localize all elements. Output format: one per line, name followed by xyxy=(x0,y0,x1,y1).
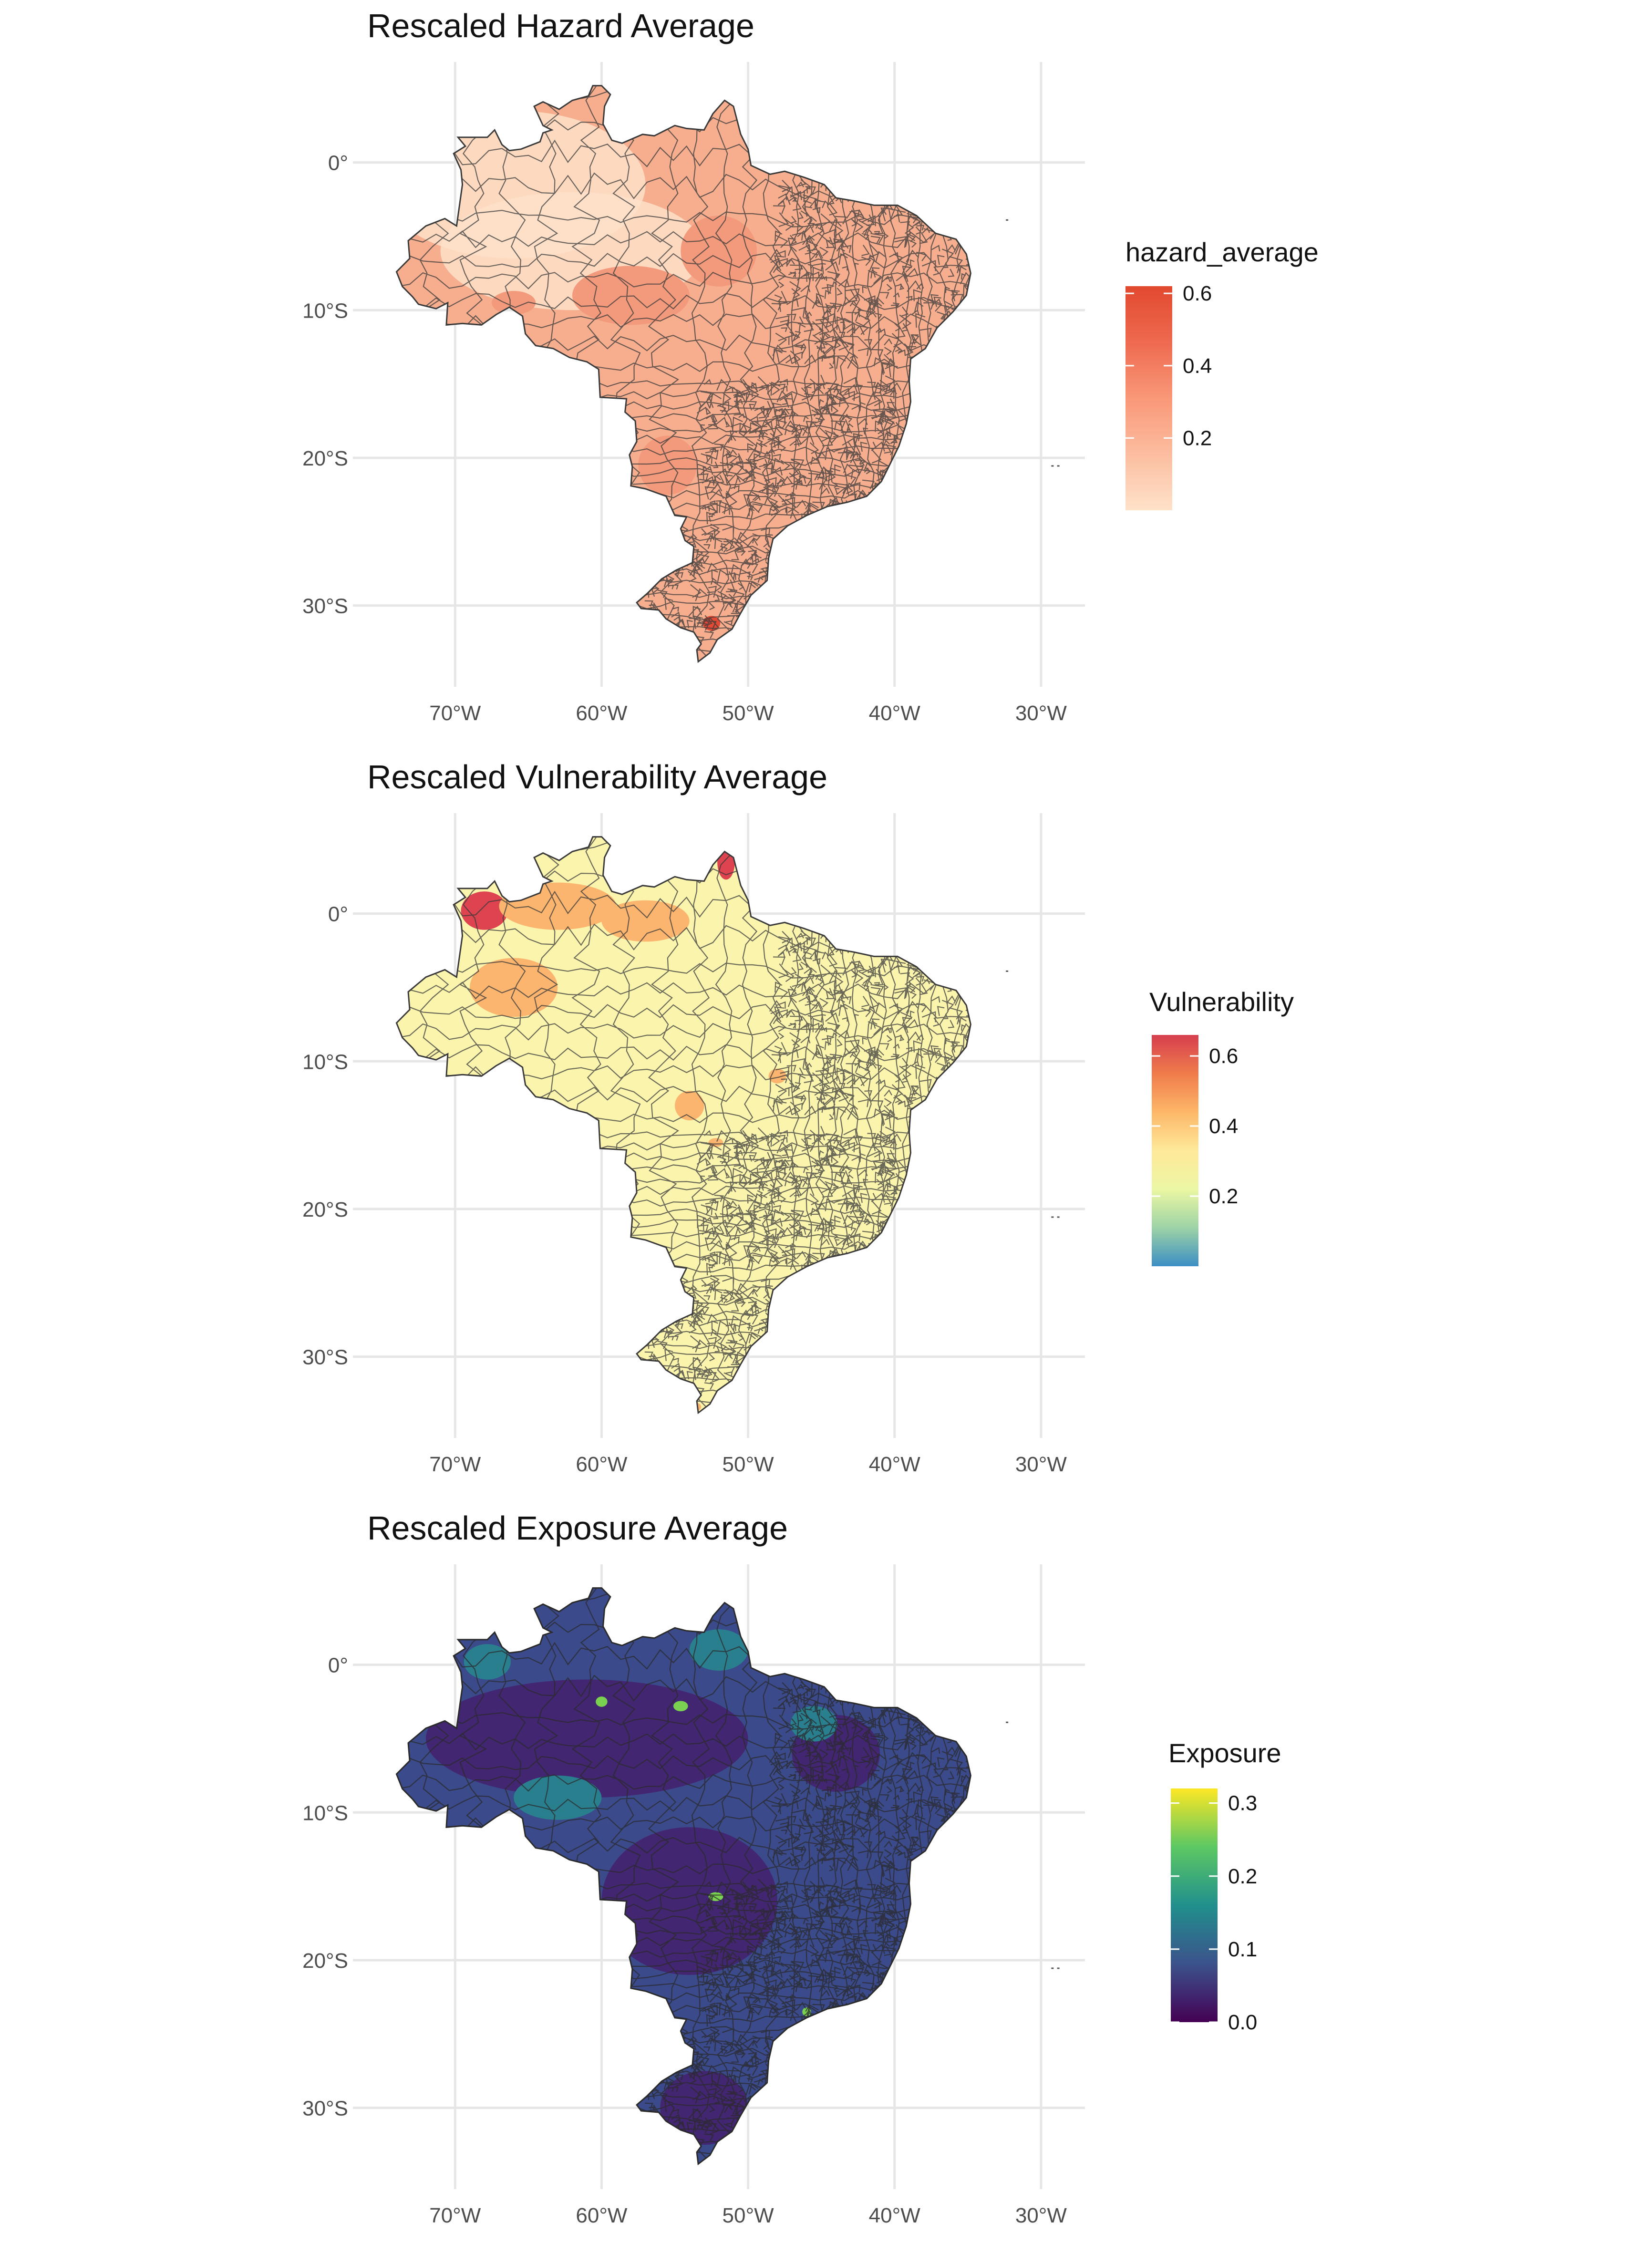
axis-labels: 70°W 60°W 50°W 40°W 30°W 0° 10°S 20°S 30°S xyxy=(302,1654,1067,2227)
country-outline xyxy=(395,1587,971,2166)
x-tick-label: 70°W xyxy=(429,2204,481,2227)
region-patch xyxy=(681,216,757,287)
island-marker xyxy=(1006,970,1009,972)
legend-colorbar xyxy=(1152,1035,1198,1266)
x-tick-label: 40°W xyxy=(869,1453,921,1476)
panel-title: Rescaled Exposure Average xyxy=(367,1509,788,1547)
y-tick-label: 0° xyxy=(328,1654,348,1677)
x-tick-label: 40°W xyxy=(869,702,921,725)
y-tick-label: 20°S xyxy=(302,1198,348,1221)
y-tick-label: 20°S xyxy=(302,447,348,470)
region-patch xyxy=(675,1091,704,1121)
y-tick-label: 10°S xyxy=(302,1050,348,1074)
exposure-panel: Rescaled Exposure Average 70°W 60°W 50°W 40… xyxy=(302,1509,1281,2227)
brazil-map xyxy=(395,836,1060,1415)
legend-tick-label: 0.1 xyxy=(1228,1938,1257,1961)
y-tick-label: 30°S xyxy=(302,595,348,618)
axis-labels: 70°W 60°W 50°W 40°W 30°W 0° 10°S 20°S 30°S xyxy=(302,903,1067,1476)
legend-title: Exposure xyxy=(1168,1738,1281,1768)
legend-tick-label: 0.4 xyxy=(1209,1115,1238,1138)
region-shading xyxy=(396,111,757,631)
region-patch xyxy=(514,1775,602,1820)
brazil-map xyxy=(395,1587,1060,2166)
legend-title: Vulnerability xyxy=(1149,987,1294,1017)
x-tick-label: 40°W xyxy=(869,2204,921,2227)
panel-title: Rescaled Vulnerability Average xyxy=(367,758,827,796)
legend-tick-label: 0.4 xyxy=(1183,354,1212,378)
island-marker xyxy=(1057,1216,1060,1218)
legend: Exposure 0.0 0.1 0.2 0.3 xyxy=(1168,1738,1281,2034)
y-tick-label: 30°S xyxy=(302,1346,348,1369)
island-marker xyxy=(1051,1967,1054,1969)
island-marker xyxy=(1051,1216,1054,1218)
region-patch xyxy=(660,2071,748,2145)
x-tick-label: 60°W xyxy=(576,1453,628,1476)
country-outline xyxy=(395,836,971,1415)
legend-colorbar xyxy=(1171,1788,1218,2022)
y-tick-label: 30°S xyxy=(302,2097,348,2120)
legend-title: hazard_average xyxy=(1125,237,1319,267)
legend: hazard_average 0.2 0.4 0.6 xyxy=(1125,237,1319,510)
y-tick-label: 10°S xyxy=(302,299,348,322)
island-marker xyxy=(1006,219,1009,221)
legend-tick-label: 0.2 xyxy=(1228,1865,1257,1888)
legend: Vulnerability 0.2 0.4 0.6 xyxy=(1149,987,1294,1266)
x-tick-label: 50°W xyxy=(723,2204,774,2227)
region-patch xyxy=(790,1706,837,1742)
region-patch xyxy=(601,900,690,942)
legend-tick-label: 0.6 xyxy=(1183,282,1212,305)
y-tick-label: 0° xyxy=(328,152,348,175)
y-tick-label: 20°S xyxy=(302,1949,348,1973)
island-marker xyxy=(1006,1721,1009,1723)
legend-tick-label: 0.6 xyxy=(1209,1044,1238,1068)
x-tick-label: 30°W xyxy=(1015,702,1067,725)
region-patch xyxy=(572,266,690,325)
region-patch xyxy=(499,882,617,930)
x-tick-label: 60°W xyxy=(576,2204,628,2227)
y-tick-label: 10°S xyxy=(302,1801,348,1825)
hazard-panel: Rescaled Hazard Average 70°W 60°W 50°W 40°W… xyxy=(302,7,1319,725)
region-patch xyxy=(673,1701,688,1712)
panel-title: Rescaled Hazard Average xyxy=(367,7,754,44)
vulnerability-panel: Rescaled Vulnerability Average 70°W 60°W 5… xyxy=(302,758,1294,1476)
axis-labels: 70°W 60°W 50°W 40°W 30°W 0° 10°S 20°S 30°S xyxy=(302,152,1067,725)
region-patch xyxy=(596,1696,608,1707)
island-marker xyxy=(1051,465,1054,467)
x-tick-label: 50°W xyxy=(723,702,774,725)
legend-tick-label: 0.2 xyxy=(1209,1185,1238,1208)
island-marker xyxy=(1057,1967,1060,1969)
region-patch xyxy=(689,1402,702,1412)
island-marker xyxy=(1057,465,1060,467)
region-patch xyxy=(492,291,536,315)
region-patch xyxy=(638,435,697,495)
region-shading xyxy=(425,1629,880,2145)
legend-colorbar xyxy=(1125,286,1172,510)
country-outline xyxy=(395,85,971,663)
x-tick-label: 30°W xyxy=(1015,2204,1067,2227)
legend-tick-label: 0.2 xyxy=(1183,426,1212,450)
x-tick-label: 50°W xyxy=(723,1453,774,1476)
x-tick-label: 70°W xyxy=(429,1453,481,1476)
x-tick-label: 60°W xyxy=(576,702,628,725)
x-tick-label: 70°W xyxy=(429,702,481,725)
region-patch xyxy=(689,1629,748,1671)
y-tick-label: 0° xyxy=(328,903,348,926)
legend-tick-label: 0.3 xyxy=(1228,1792,1257,1815)
legend-tick-label: 0.0 xyxy=(1228,2011,1257,2034)
x-tick-label: 30°W xyxy=(1015,1453,1067,1476)
